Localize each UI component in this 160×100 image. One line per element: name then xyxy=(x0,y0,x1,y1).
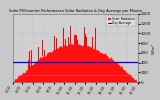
Title: Solar PV/Inverter Performance Solar Radiation & Day Average per Minute: Solar PV/Inverter Performance Solar Radi… xyxy=(9,9,142,13)
Y-axis label: W/m²: W/m² xyxy=(152,42,156,54)
Legend: Solar Radiation, Day Average: Solar Radiation, Day Average xyxy=(106,16,136,26)
